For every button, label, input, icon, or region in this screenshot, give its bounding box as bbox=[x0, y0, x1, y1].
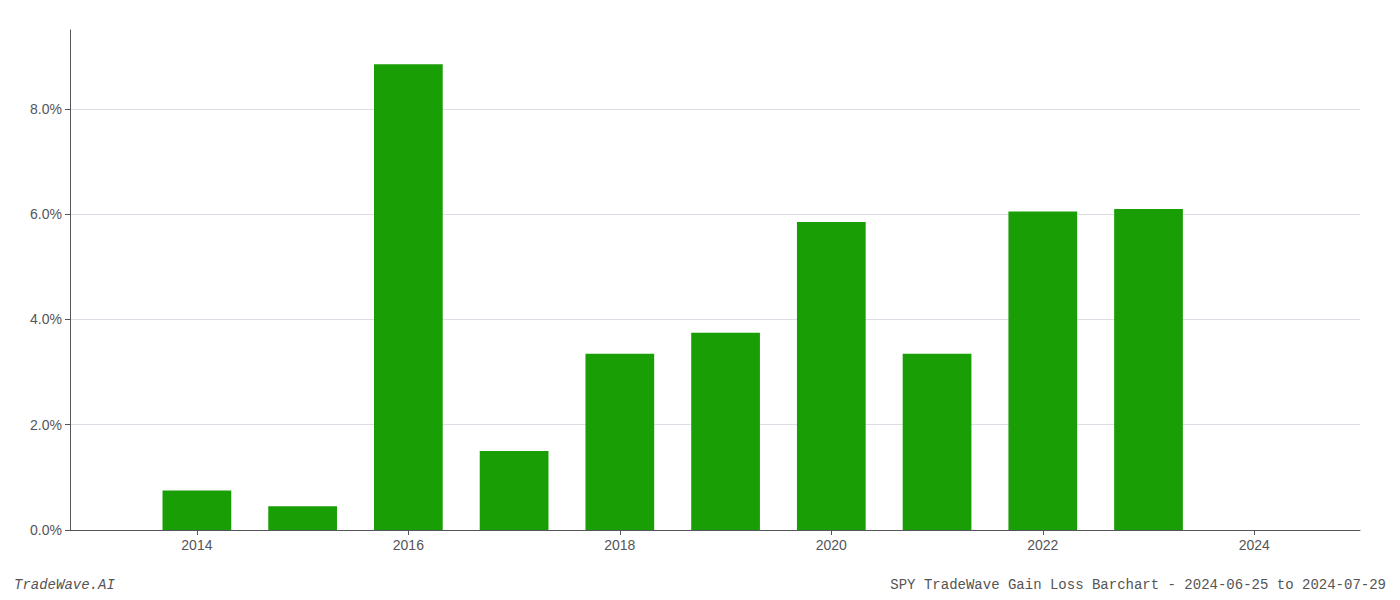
svg-text:2016: 2016 bbox=[393, 537, 424, 553]
svg-text:0.0%: 0.0% bbox=[30, 522, 62, 538]
svg-text:2024: 2024 bbox=[1239, 537, 1270, 553]
svg-text:2014: 2014 bbox=[181, 537, 212, 553]
svg-text:2020: 2020 bbox=[816, 537, 847, 553]
svg-text:4.0%: 4.0% bbox=[30, 311, 62, 327]
svg-text:TradeWave.AI: TradeWave.AI bbox=[14, 577, 115, 593]
svg-text:2018: 2018 bbox=[604, 537, 635, 553]
svg-text:6.0%: 6.0% bbox=[30, 206, 62, 222]
svg-text:2022: 2022 bbox=[1027, 537, 1058, 553]
svg-text:SPY TradeWave Gain Loss Barcha: SPY TradeWave Gain Loss Barchart - 2024-… bbox=[890, 577, 1386, 593]
svg-text:8.0%: 8.0% bbox=[30, 101, 62, 117]
svg-text:2.0%: 2.0% bbox=[30, 417, 62, 433]
